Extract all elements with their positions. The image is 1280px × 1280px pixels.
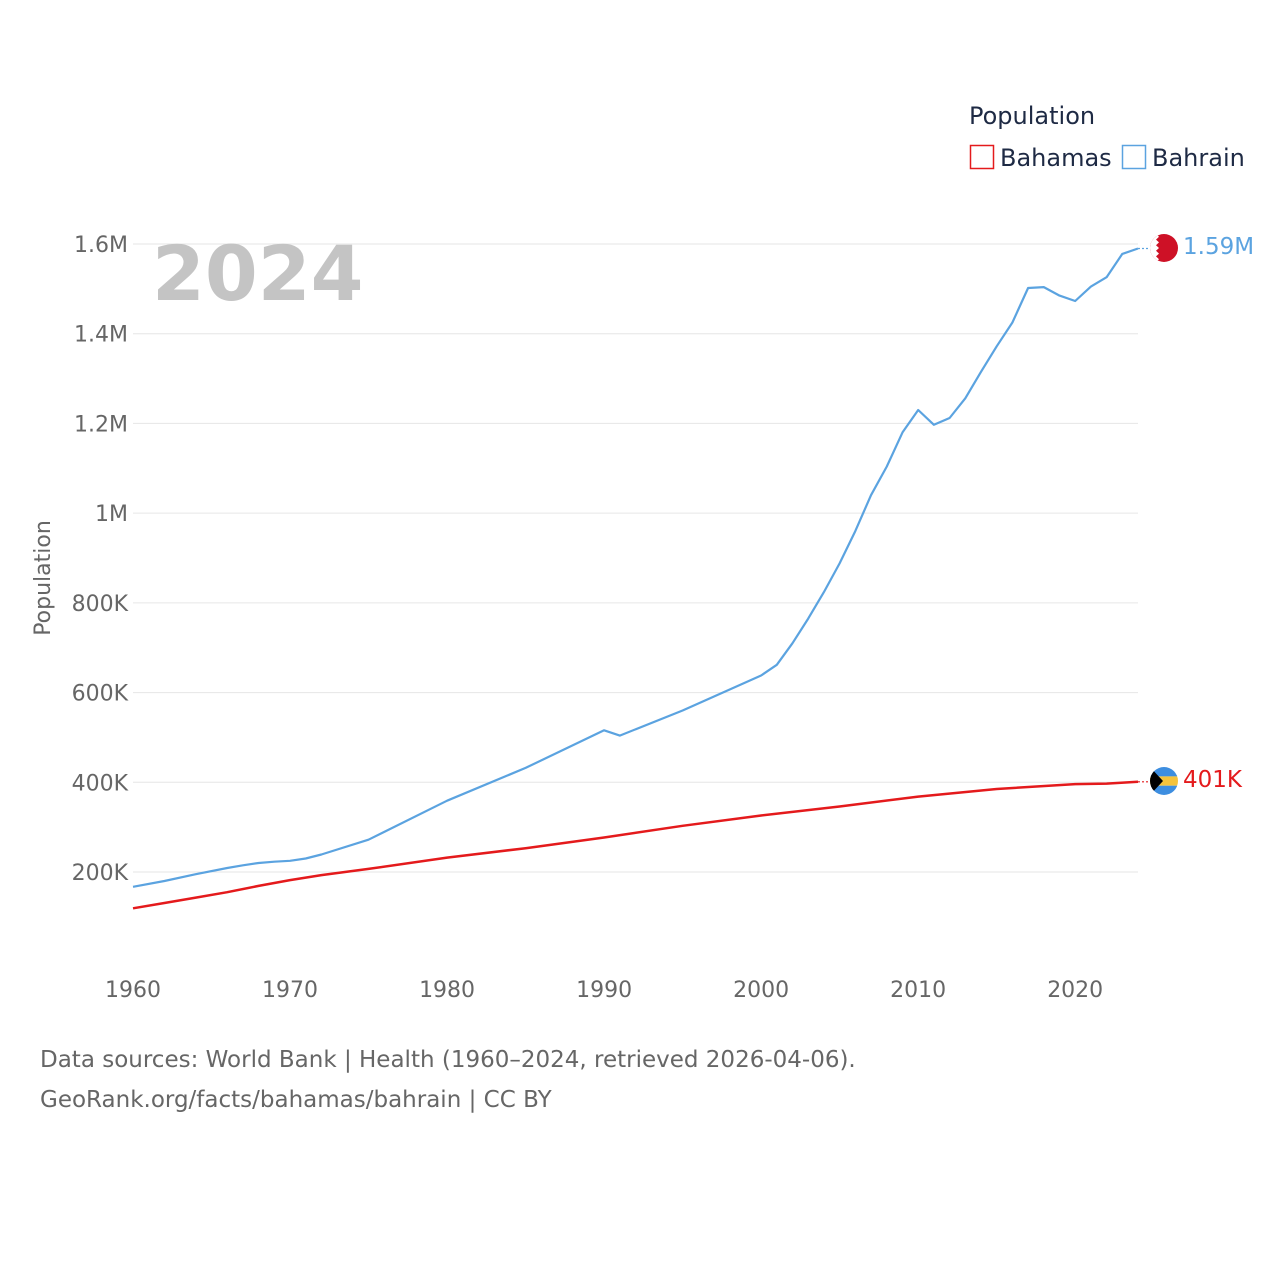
bahrain-end-label: 1.59M [1183, 234, 1254, 260]
data-source-footer: Data sources: World Bank | Health (1960–… [40, 1040, 856, 1120]
x-tick-label: 2000 [733, 978, 789, 1003]
bahamas-end-label: 401K [1183, 767, 1243, 793]
legend-label-bahrain[interactable]: Bahrain [1152, 144, 1245, 172]
x-tick-label: 1970 [262, 978, 318, 1003]
y-tick-label: 1.6M [74, 233, 128, 258]
y-tick-label: 800K [72, 592, 129, 617]
y-axis-label: Population [31, 520, 56, 636]
series-lines [132, 247, 1150, 910]
x-tick-label: 1960 [105, 978, 161, 1003]
x-tick-label: 1980 [419, 978, 475, 1003]
legend-swatch-bahamas[interactable] [969, 144, 995, 170]
source-line: Data sources: World Bank | Health (1960–… [40, 1047, 856, 1073]
y-tick-label: 1.2M [74, 412, 128, 437]
bahamas-flag-icon [1150, 767, 1178, 795]
bahrain-flag-icon [1150, 234, 1178, 262]
y-tick-label: 400K [72, 771, 129, 796]
legend: Population Bahamas Bahrain [969, 102, 1245, 172]
x-axis-ticks: 1960 1970 1980 1990 2000 2010 2020 [105, 978, 1103, 1003]
gridlines [133, 243, 1138, 873]
series-line-bahrain[interactable] [132, 247, 1139, 888]
x-tick-label: 2010 [890, 978, 946, 1003]
y-tick-label: 1M [95, 502, 128, 527]
legend-swatch-bahrain[interactable] [1121, 144, 1147, 170]
y-axis-ticks: 200K 400K 600K 800K 1M 1.2M 1.4M 1.6M [72, 233, 129, 886]
attribution-line: GeoRank.org/facts/bahamas/bahrain | CC B… [40, 1087, 552, 1113]
x-tick-label: 1990 [576, 978, 632, 1003]
y-tick-label: 200K [72, 861, 129, 886]
legend-title: Population [969, 102, 1095, 130]
x-tick-label: 2020 [1047, 978, 1103, 1003]
legend-label-bahamas[interactable]: Bahamas [1000, 144, 1112, 172]
y-tick-label: 600K [72, 682, 129, 707]
series-line-bahamas[interactable] [132, 780, 1139, 910]
y-tick-label: 1.4M [74, 323, 128, 348]
year-label: 2024 [152, 229, 364, 318]
